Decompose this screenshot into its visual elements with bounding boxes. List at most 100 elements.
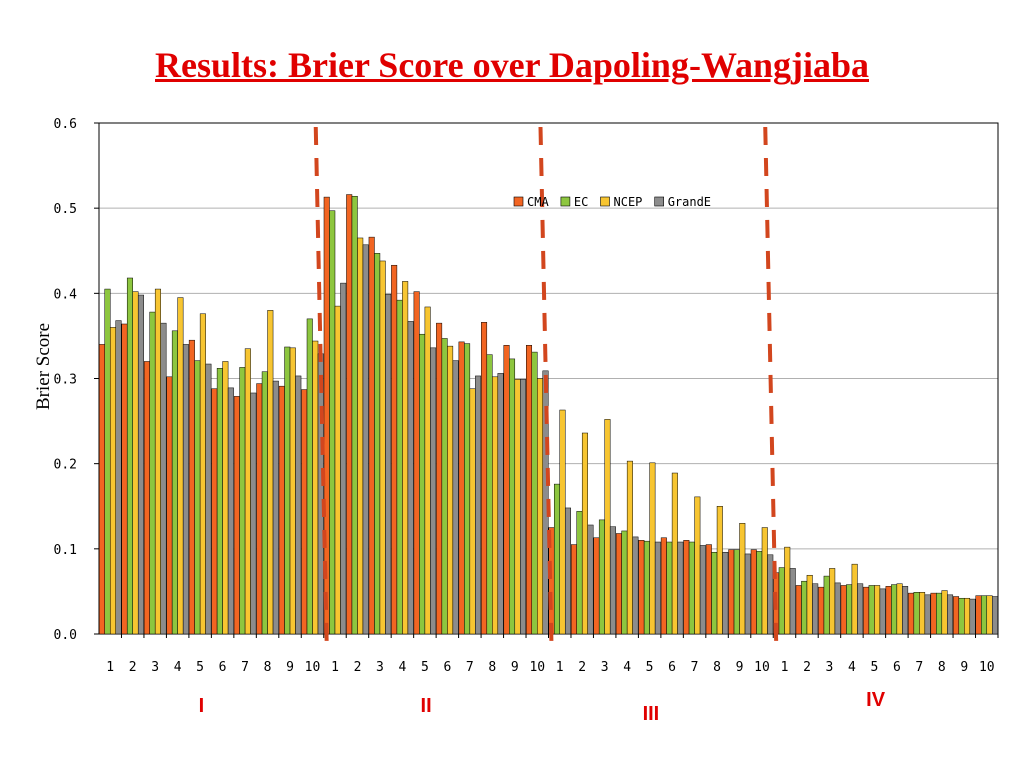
bar-ec	[621, 530, 628, 635]
bar-ncep	[312, 340, 319, 635]
x-tick-label: 2	[354, 660, 362, 675]
bar-ec	[261, 371, 268, 635]
bar-ncep	[492, 376, 499, 635]
bar-ec	[509, 358, 516, 635]
y-tick-label: 0.1	[54, 543, 77, 558]
bar-grande	[699, 545, 706, 635]
bar-grande	[902, 586, 909, 635]
bar-ncep	[447, 345, 454, 635]
x-tick-label: 3	[825, 660, 833, 675]
bar-cma	[930, 592, 937, 635]
bar-ncep	[896, 583, 903, 635]
bar-ncep	[649, 462, 656, 635]
bar-grande	[227, 387, 234, 635]
bar-ec	[104, 288, 111, 635]
legend-label-grande: GrandE	[668, 195, 711, 209]
group-label: III	[643, 703, 660, 725]
bar-ncep	[986, 595, 993, 635]
bar-cma	[301, 389, 308, 635]
x-tick-label: 5	[421, 660, 429, 675]
bar-ncep	[244, 348, 251, 635]
bar-grande	[205, 363, 212, 635]
bar-ec	[216, 368, 223, 635]
y-tick-label: 0.3	[54, 373, 77, 388]
bar-ec	[711, 551, 718, 635]
bar-ec	[666, 541, 673, 635]
bar-grande	[317, 353, 324, 635]
bar-ec	[351, 195, 358, 635]
group-divider-line	[763, 126, 779, 647]
x-tick-label: 8	[713, 660, 721, 675]
bar-ec	[441, 338, 448, 635]
legend-swatch-ncep	[600, 196, 610, 207]
bar-ncep	[694, 496, 701, 635]
bar-ncep	[806, 574, 813, 635]
bar-ec	[126, 277, 133, 635]
bar-cma	[503, 345, 510, 635]
x-tick-label: 7	[241, 660, 249, 675]
bar-ec	[958, 597, 965, 635]
bar-ec	[194, 360, 201, 635]
group-divider-line	[313, 126, 329, 647]
bar-cma	[391, 264, 398, 635]
bar-cma	[413, 291, 420, 635]
x-tick-label: 4	[174, 660, 182, 675]
bar-ncep	[334, 305, 341, 635]
bar-ncep	[379, 260, 386, 635]
bar-ncep	[289, 347, 296, 635]
y-tick-label: 0.5	[54, 202, 77, 217]
bar-grande	[295, 375, 302, 635]
bar-cma	[728, 549, 735, 635]
bar-ec	[329, 210, 336, 635]
x-tick-label: 3	[376, 660, 384, 675]
bar-cma	[840, 585, 847, 635]
x-tick-label: 5	[646, 660, 654, 675]
bar-ec	[419, 333, 426, 635]
bar-ec	[374, 253, 381, 635]
bar-ec	[598, 519, 605, 635]
bar-ncep	[874, 585, 881, 635]
slide-title: Results: Brier Score over Dapoling-Wangj…	[155, 45, 869, 85]
bar-ncep	[626, 460, 633, 635]
bar-ncep	[941, 590, 948, 635]
x-tick-label: 10	[979, 660, 995, 675]
bar-ec	[306, 318, 313, 635]
bar-ec	[396, 299, 403, 635]
x-tick-label: 1	[781, 660, 789, 675]
bar-ec	[239, 367, 246, 635]
bar-ncep	[267, 310, 274, 635]
legend-swatch-ec	[560, 196, 571, 207]
bar-ec	[891, 584, 898, 635]
bar-grande	[182, 344, 189, 635]
bar-grande	[879, 588, 886, 635]
bar-cma	[953, 596, 960, 635]
bar-ec	[688, 541, 695, 635]
bar-grande	[992, 596, 999, 635]
bar-ncep	[514, 379, 521, 635]
bar-grande	[475, 375, 482, 635]
bar-cma	[885, 586, 892, 635]
bar-ec	[643, 540, 650, 635]
bar-grande	[812, 583, 819, 635]
bar-grande	[340, 282, 347, 635]
x-tick-label: 6	[219, 660, 227, 675]
bar-cma	[570, 544, 577, 635]
legend-label-ec: EC	[574, 195, 588, 209]
bar-cma	[481, 322, 488, 635]
bar-grande	[250, 392, 257, 635]
bar-ec	[936, 592, 943, 635]
bar-ncep	[829, 568, 836, 635]
x-tick-label: 3	[151, 660, 159, 675]
x-tick-label: 1	[556, 660, 564, 675]
bar-grande	[407, 321, 414, 635]
bar-ec	[464, 343, 471, 635]
bar-grande	[767, 554, 774, 635]
x-tick-label: 8	[488, 660, 496, 675]
bar-grande	[789, 568, 796, 635]
bar-ec	[756, 551, 763, 635]
bar-ec	[531, 351, 538, 635]
x-tick-label: 7	[691, 660, 699, 675]
x-tick-label: 5	[196, 660, 204, 675]
bar-ec	[284, 346, 291, 635]
bar-cma	[908, 592, 915, 635]
